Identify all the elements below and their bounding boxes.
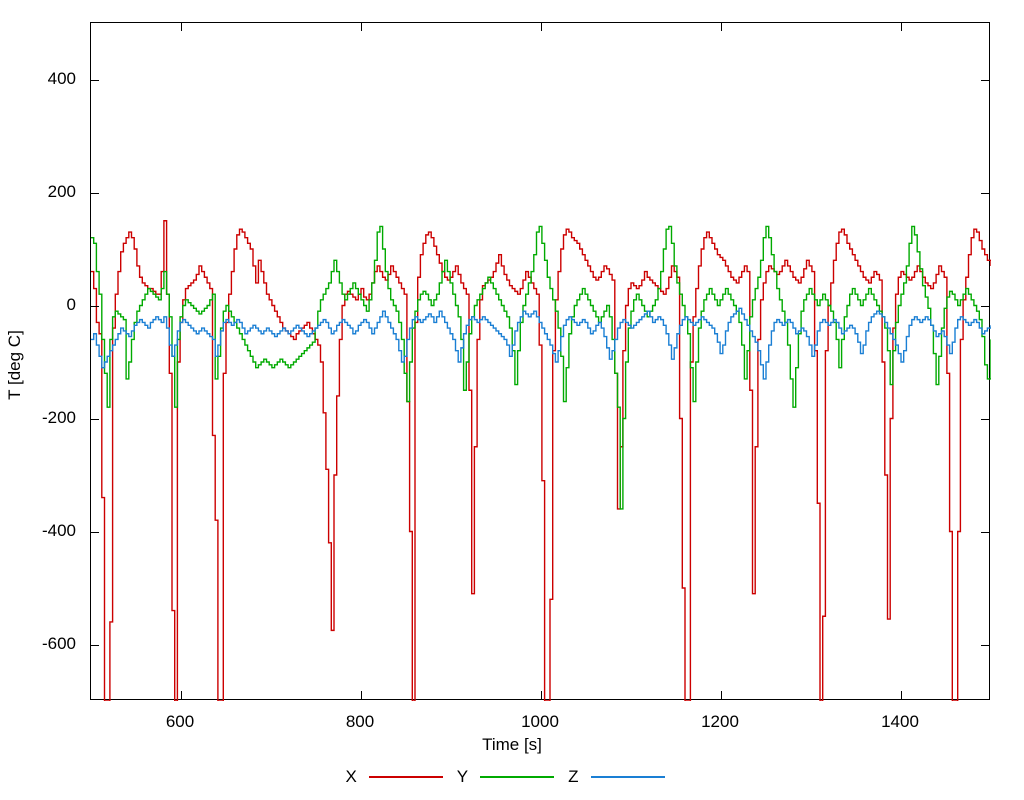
series-line-y xyxy=(91,225,991,510)
legend-label: Y xyxy=(456,767,469,786)
x-axis-title: Time [s] xyxy=(482,735,542,754)
y-tick-label: 200 xyxy=(47,181,76,201)
y-tick-label: 0 xyxy=(66,294,76,314)
y-tick-label: 400 xyxy=(47,68,76,88)
x-tick-label: 1000 xyxy=(521,712,559,731)
series-line-x xyxy=(91,220,991,701)
y-tick-left xyxy=(90,418,99,420)
x-tick-top xyxy=(541,22,542,31)
plot-series-svg xyxy=(91,220,991,701)
y-tick-left xyxy=(90,305,99,307)
legend-swatch-x xyxy=(368,775,443,778)
y-tick-label: -200 xyxy=(41,407,76,427)
y-tick-right xyxy=(981,79,990,81)
x-tick-bottom xyxy=(361,691,362,700)
x-tick-label: 800 xyxy=(345,712,375,731)
x-tick-top xyxy=(181,22,182,31)
legend-label: X xyxy=(345,767,357,786)
x-tick-label: 1200 xyxy=(701,712,739,731)
plot-area xyxy=(90,22,991,701)
y-tick-left xyxy=(90,79,99,81)
x-tick-label: 1400 xyxy=(881,712,919,731)
legend-entry-y: Y xyxy=(457,768,568,785)
y-tick-left xyxy=(90,531,99,533)
y-tick-label: -600 xyxy=(41,633,76,653)
x-tick-bottom xyxy=(181,691,182,700)
y-tick-right xyxy=(981,644,990,646)
x-tick-bottom xyxy=(901,691,902,700)
y-tick-right xyxy=(981,192,990,194)
legend-swatch-z xyxy=(590,775,665,778)
legend-entry-x: X xyxy=(345,768,456,785)
x-tick-bottom xyxy=(541,691,542,700)
y-tick-right xyxy=(981,305,990,307)
legend-label: Z xyxy=(568,767,579,786)
legend-swatch-y xyxy=(480,775,555,778)
legend-entry-z: Z xyxy=(568,768,678,785)
x-tick-bottom xyxy=(721,691,722,700)
y-tick-label: -400 xyxy=(41,520,76,540)
chart-legend: X Y Z xyxy=(0,768,1024,785)
series-line-z xyxy=(91,307,991,380)
y-tick-right xyxy=(981,418,990,420)
x-tick-label: 600 xyxy=(165,712,195,731)
x-tick-top xyxy=(361,22,362,31)
y-tick-right xyxy=(981,531,990,533)
x-tick-top xyxy=(721,22,722,31)
y-tick-left xyxy=(90,644,99,646)
y-tick-left xyxy=(90,192,99,194)
y-axis-title: T [deg C] xyxy=(5,330,24,400)
x-tick-top xyxy=(901,22,902,31)
